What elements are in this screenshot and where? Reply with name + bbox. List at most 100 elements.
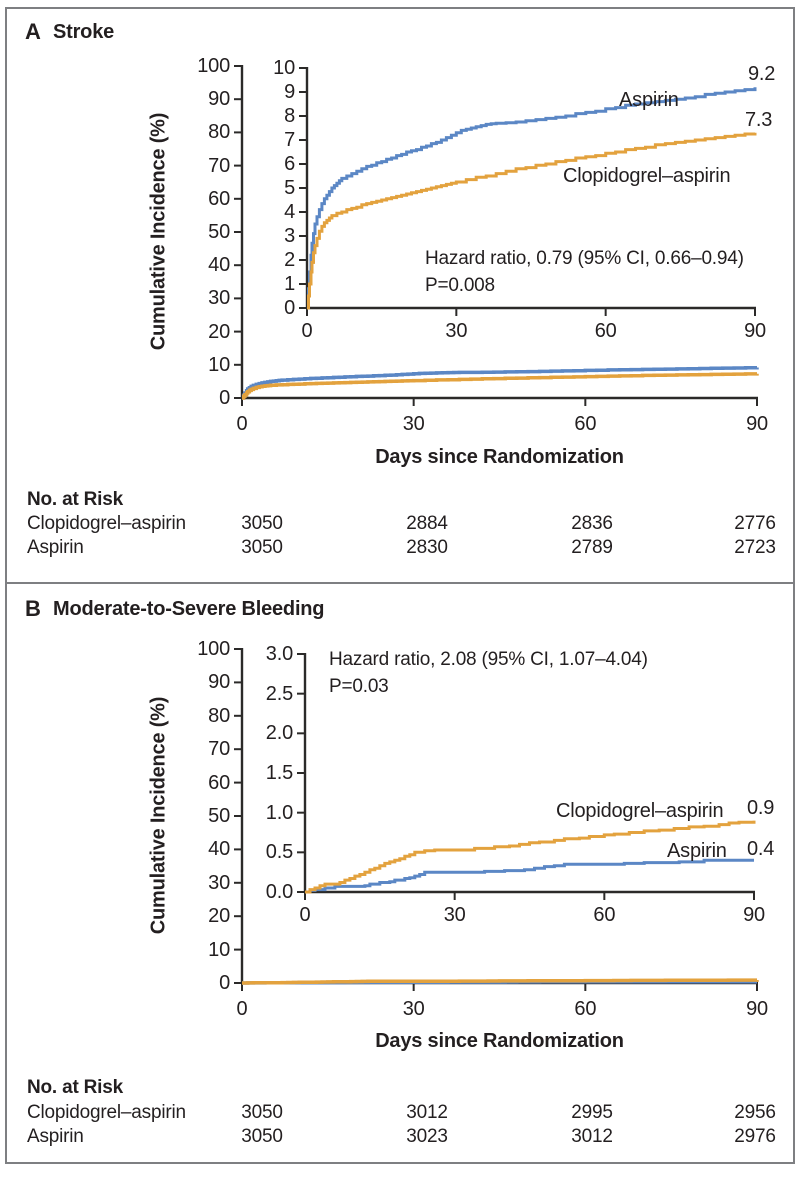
risk-value: 2836 (571, 513, 613, 534)
y-tick-label: 90 (208, 671, 230, 694)
x-axis-label: Days since Randomization (375, 1030, 624, 1052)
aspirin-curve (241, 366, 759, 400)
risk-value: 2976 (734, 1126, 776, 1147)
y-tick-label: 4 (284, 201, 295, 223)
risk-value: 2884 (406, 513, 448, 534)
y-tick-label: 0.5 (265, 841, 293, 864)
end-value-aspirin: 9.2 (748, 63, 776, 85)
risk-value: 3023 (406, 1126, 448, 1147)
p-value-text: P=0.03 (329, 676, 389, 697)
y-tick-label: 20 (208, 320, 230, 343)
y-tick-label: 3.0 (265, 643, 293, 665)
risk-table-row: Aspirin 3050 2830 2789 2723 (7, 537, 791, 561)
y-tick-label: 0.0 (265, 881, 293, 903)
y-tick-label: 30 (208, 871, 230, 894)
hazard-ratio-annotation: Hazard ratio, 0.79 (95% CI, 0.66–0.94) P… (425, 245, 744, 299)
x-tick-label: 30 (443, 904, 466, 926)
risk-table-row: Aspirin 3050 3023 3012 2976 (7, 1126, 791, 1150)
risk-table-row: Clopidogrel–aspirin 3050 2884 2836 2776 (7, 513, 791, 537)
risk-row-label: Clopidogrel–aspirin (27, 1102, 186, 1123)
y-tick-label: 90 (208, 88, 230, 111)
x-tick-label: 60 (593, 904, 616, 926)
risk-table-title: No. at Risk (27, 1077, 123, 1098)
y-tick-label: 1.0 (265, 801, 293, 824)
y-tick-label: 80 (208, 121, 230, 144)
y-axis-label: Cumulative Incidence (%) (147, 696, 170, 935)
y-tick-label: 40 (208, 838, 230, 861)
risk-row-label: Aspirin (27, 1126, 84, 1147)
x-tick-label: 0 (299, 904, 311, 926)
risk-value: 2995 (571, 1102, 613, 1123)
hazard-ratio-annotation: Hazard ratio, 2.08 (95% CI, 1.07–4.04) P… (329, 646, 648, 700)
panel-title: Stroke (53, 21, 115, 43)
y-tick-label: 50 (208, 805, 230, 827)
risk-value: 3050 (241, 1126, 283, 1147)
x-tick-label: 0 (301, 320, 313, 342)
y-tick-label: 0 (284, 297, 295, 319)
y-tick-label: 50 (208, 221, 230, 243)
y-tick-label: 100 (197, 55, 230, 77)
x-tick-label: 60 (574, 413, 597, 435)
y-tick-label: 60 (208, 771, 230, 794)
x-tick-label: 90 (743, 904, 765, 926)
y-tick-label: 1.5 (265, 762, 293, 784)
x-tick-label: 90 (744, 320, 766, 342)
clopidogrel-aspirin-curve (307, 132, 757, 310)
risk-value: 3012 (406, 1102, 448, 1123)
y-tick-label: 10 (273, 57, 295, 79)
panel-letter: A (25, 19, 41, 44)
risk-row-label: Clopidogrel–aspirin (27, 513, 186, 534)
y-tick-label: 20 (208, 905, 230, 928)
y-tick-label: 9 (284, 81, 295, 103)
x-tick-label: 0 (236, 998, 248, 1020)
x-tick-label: 0 (236, 413, 248, 435)
y-tick-label: 0 (219, 972, 230, 994)
p-value-text: P=0.008 (425, 275, 495, 296)
end-value-clopidogrel-aspirin: 0.9 (747, 797, 775, 819)
panel-title: Moderate-to-Severe Bleeding (53, 598, 325, 620)
x-axis-label: Days since Randomization (375, 446, 624, 468)
y-tick-label: 10 (208, 938, 230, 961)
risk-value: 2789 (571, 537, 613, 558)
bleeding-chart-canvas (234, 648, 759, 991)
y-tick-label: 60 (208, 187, 230, 210)
panel-b-bleeding: B Moderate-to-Severe Bleeding Cumulative… (5, 582, 795, 1164)
aspirin-curve (305, 858, 754, 894)
y-tick-label: 80 (208, 704, 230, 727)
x-tick-label: 30 (402, 413, 425, 435)
end-value-aspirin: 0.4 (747, 838, 775, 860)
km-figure: A Stroke Cumulative Incidence (%) Days s… (5, 7, 795, 1164)
y-tick-label: 10 (208, 353, 230, 376)
x-tick-label: 30 (445, 320, 468, 342)
x-tick-label: 60 (594, 320, 617, 342)
risk-table-row: Clopidogrel–aspirin 3050 3012 2995 2956 (7, 1102, 791, 1126)
risk-value: 3050 (241, 537, 283, 558)
series-label-clopidogrel-aspirin: Clopidogrel–aspirin (556, 800, 724, 822)
risk-row-label: Aspirin (27, 537, 84, 558)
y-tick-label: 2.0 (265, 722, 293, 745)
risk-table-title: No. at Risk (27, 489, 123, 510)
y-tick-label: 6 (284, 153, 295, 175)
risk-value: 2776 (734, 513, 776, 534)
x-tick-label: 90 (746, 998, 768, 1020)
risk-value: 3050 (241, 1102, 283, 1123)
y-tick-label: 2.5 (265, 682, 293, 705)
series-label-clopidogrel-aspirin: Clopidogrel–aspirin (563, 165, 731, 187)
aspirin-curve (307, 87, 757, 310)
y-tick-label: 3 (284, 225, 295, 247)
clopidogrel-aspirin-curve (242, 978, 759, 985)
clopidogrel-aspirin-curve (305, 820, 756, 894)
risk-value: 2956 (734, 1102, 776, 1123)
stroke-chart-canvas (234, 65, 759, 406)
panel-letter: B (25, 596, 41, 621)
y-tick-label: 1 (284, 273, 295, 295)
x-tick-label: 30 (402, 998, 425, 1020)
hazard-ratio-text: Hazard ratio, 2.08 (95% CI, 1.07–4.04) (329, 649, 648, 670)
y-tick-label: 70 (208, 154, 230, 177)
risk-value: 3012 (571, 1126, 613, 1147)
y-tick-label: 70 (208, 738, 230, 761)
risk-value: 3050 (241, 513, 283, 534)
y-tick-label: 0 (219, 387, 230, 409)
y-tick-label: 100 (197, 638, 230, 660)
clopidogrel-aspirin-curve (241, 372, 759, 400)
